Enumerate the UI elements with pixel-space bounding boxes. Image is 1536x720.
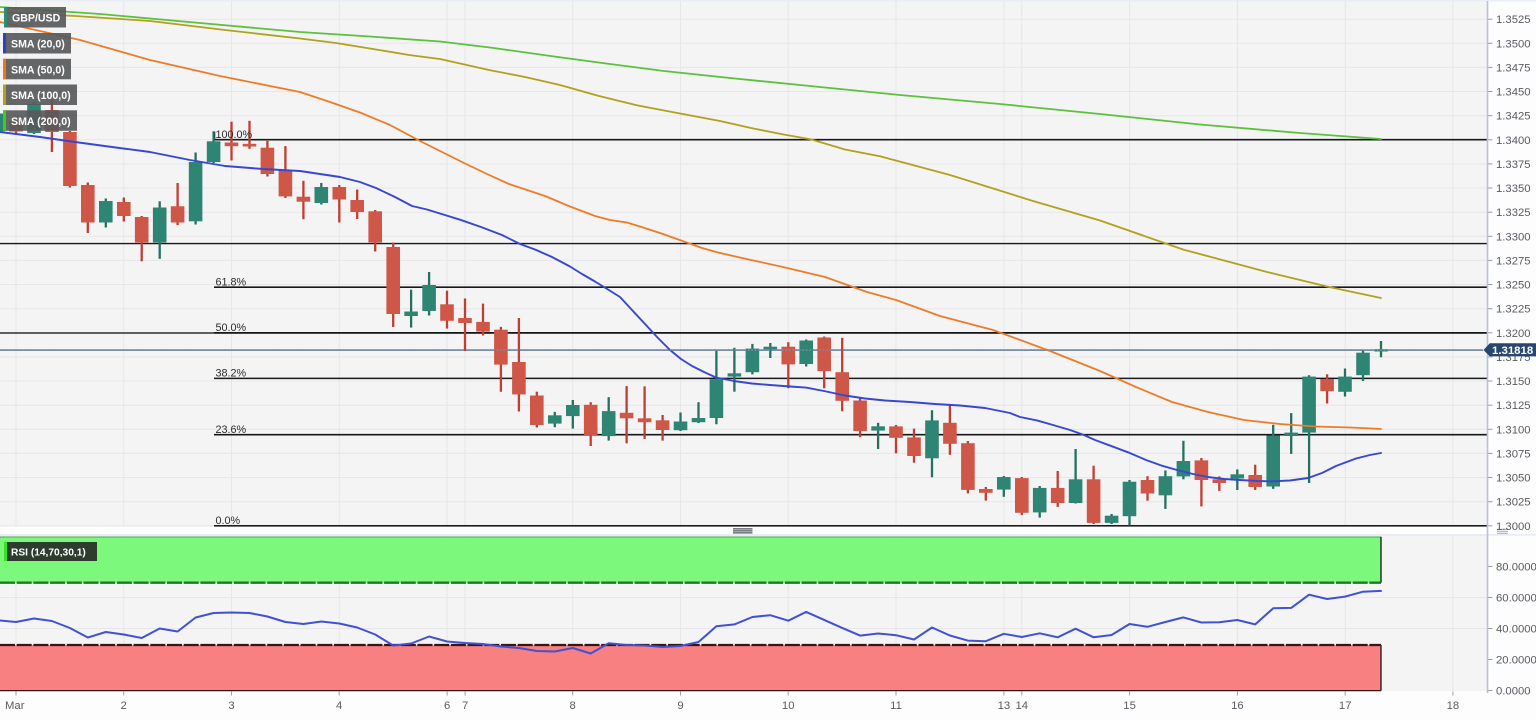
svg-text:1.3050: 1.3050 (1496, 473, 1531, 485)
svg-text:1.3325: 1.3325 (1496, 207, 1531, 219)
svg-text:GBP/USD: GBP/USD (12, 13, 61, 25)
svg-text:10: 10 (782, 700, 795, 712)
svg-text:50.0%: 50.0% (216, 322, 247, 334)
svg-text:1.3400: 1.3400 (1496, 135, 1531, 147)
svg-text:1.3350: 1.3350 (1496, 183, 1531, 195)
svg-text:60.0000: 60.0000 (1496, 593, 1536, 605)
svg-text:SMA (200,0): SMA (200,0) (11, 116, 71, 128)
svg-text:1.3300: 1.3300 (1496, 231, 1531, 243)
svg-text:14: 14 (1016, 700, 1029, 712)
svg-text:2: 2 (121, 700, 127, 712)
svg-text:1.3100: 1.3100 (1496, 424, 1531, 436)
svg-text:9: 9 (677, 700, 683, 712)
svg-text:RSI (14,70,30,1): RSI (14,70,30,1) (11, 548, 86, 559)
svg-text:1.3525: 1.3525 (1496, 14, 1531, 26)
svg-text:4: 4 (336, 700, 342, 712)
svg-text:11: 11 (890, 700, 902, 712)
svg-text:SMA (50,0): SMA (50,0) (11, 64, 65, 76)
svg-text:23.6%: 23.6% (216, 424, 247, 436)
svg-text:Mar: Mar (5, 700, 25, 712)
svg-text:1.3250: 1.3250 (1496, 280, 1531, 292)
svg-text:17: 17 (1339, 700, 1352, 712)
svg-text:61.8%: 61.8% (216, 276, 247, 288)
svg-text:1.3450: 1.3450 (1496, 87, 1531, 99)
svg-text:1.3375: 1.3375 (1496, 159, 1531, 171)
svg-text:6: 6 (444, 700, 450, 712)
svg-text:1.3000: 1.3000 (1496, 521, 1531, 533)
svg-text:100.0%: 100.0% (216, 129, 253, 141)
svg-text:0.0000: 0.0000 (1496, 686, 1531, 698)
svg-text:1.3500: 1.3500 (1496, 38, 1531, 50)
svg-text:3: 3 (228, 700, 234, 712)
svg-text:SMA (20,0): SMA (20,0) (11, 39, 65, 51)
svg-text:13: 13 (998, 700, 1011, 712)
svg-text:1.31818: 1.31818 (1492, 345, 1533, 357)
svg-text:8: 8 (570, 700, 576, 712)
svg-text:SMA (100,0): SMA (100,0) (11, 90, 71, 102)
svg-text:1.3150: 1.3150 (1496, 376, 1531, 388)
svg-text:1.3125: 1.3125 (1496, 400, 1531, 412)
svg-text:1.3200: 1.3200 (1496, 328, 1531, 340)
svg-text:38.2%: 38.2% (216, 368, 247, 380)
svg-text:20.0000: 20.0000 (1496, 655, 1536, 667)
svg-text:80.0000: 80.0000 (1496, 562, 1536, 574)
svg-text:40.0000: 40.0000 (1496, 624, 1536, 636)
svg-text:16: 16 (1231, 700, 1244, 712)
svg-text:1.3275: 1.3275 (1496, 255, 1531, 267)
svg-text:1.3025: 1.3025 (1496, 497, 1531, 509)
svg-text:18: 18 (1447, 700, 1460, 712)
svg-text:1.3075: 1.3075 (1496, 448, 1531, 460)
svg-text:1.3225: 1.3225 (1496, 304, 1531, 316)
svg-text:15: 15 (1123, 700, 1136, 712)
svg-text:1.3475: 1.3475 (1496, 62, 1531, 74)
svg-text:0.0%: 0.0% (216, 515, 241, 527)
svg-text:7: 7 (462, 700, 468, 712)
svg-text:1.3425: 1.3425 (1496, 111, 1531, 123)
